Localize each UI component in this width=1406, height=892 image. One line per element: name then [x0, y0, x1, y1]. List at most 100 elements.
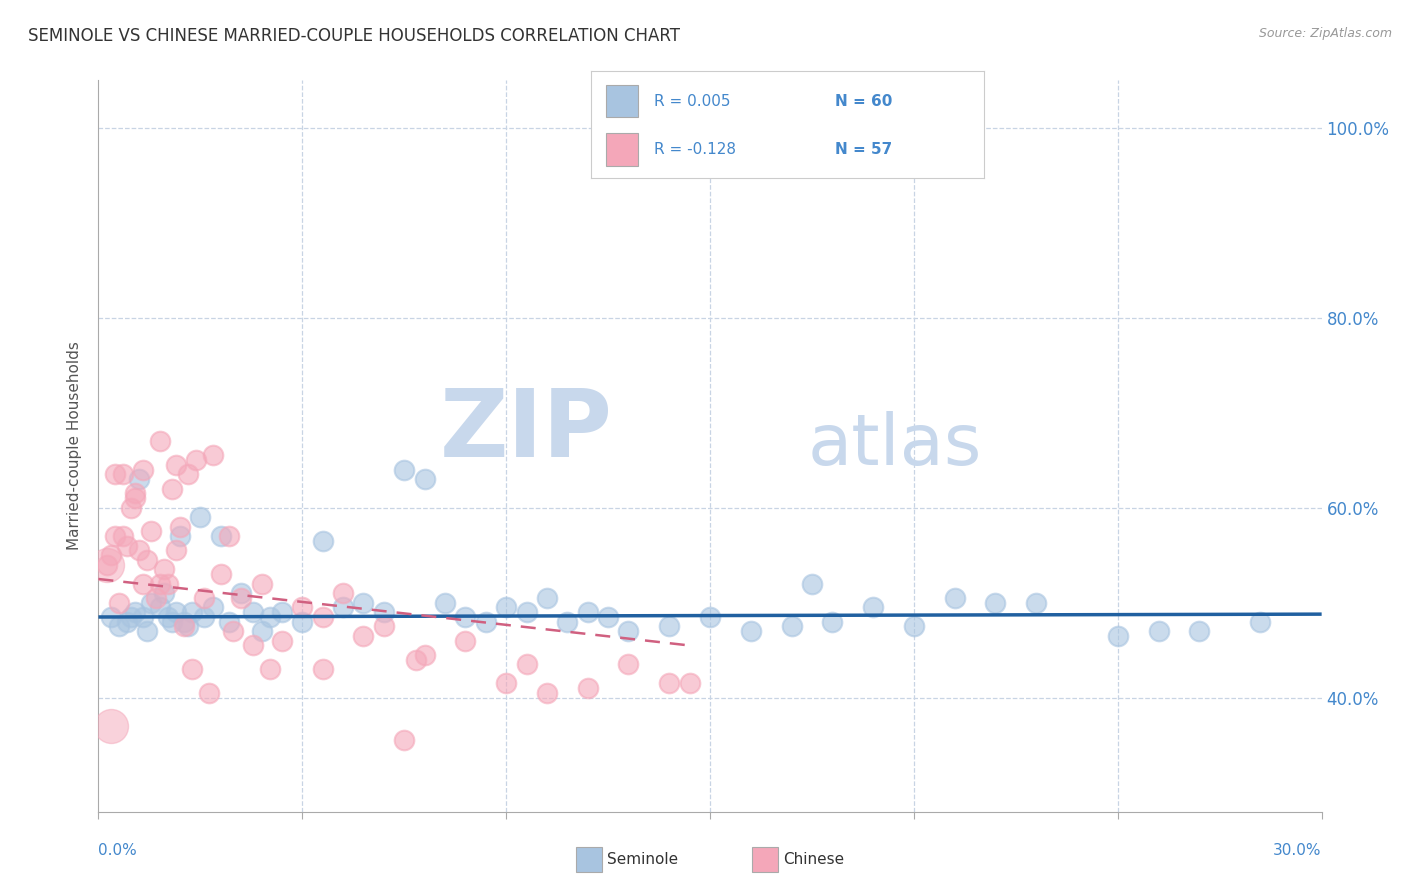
Point [679, 676, 702, 690]
Point [96, 558, 118, 572]
Point [557, 615, 579, 629]
Point [405, 653, 427, 667]
Point [108, 596, 131, 610]
Point [218, 615, 240, 629]
Point [169, 529, 191, 543]
Text: R = 0.005: R = 0.005 [654, 94, 730, 109]
Point [136, 553, 159, 567]
Point [209, 567, 232, 582]
Point [312, 662, 335, 676]
Point [141, 596, 163, 610]
Point [495, 676, 517, 690]
Point [291, 600, 314, 615]
Point [1188, 624, 1211, 639]
Point [128, 543, 150, 558]
Point [132, 463, 155, 477]
Point [454, 633, 477, 648]
Point [100, 610, 122, 624]
Point [165, 543, 187, 558]
Point [413, 648, 436, 662]
Point [1107, 629, 1129, 643]
Point [352, 596, 374, 610]
Point [1249, 615, 1271, 629]
Point [124, 605, 146, 619]
Point [120, 610, 142, 624]
Point [152, 586, 174, 600]
Point [699, 610, 721, 624]
Text: N = 60: N = 60 [835, 94, 891, 109]
Point [740, 624, 762, 639]
Point [312, 610, 335, 624]
Point [169, 520, 191, 534]
Point [392, 463, 416, 477]
Text: N = 57: N = 57 [835, 142, 891, 157]
Point [373, 605, 395, 619]
Point [392, 733, 416, 747]
Text: 0.0%: 0.0% [98, 843, 138, 858]
Point [197, 686, 219, 700]
Point [536, 686, 558, 700]
Point [145, 591, 167, 605]
Point [780, 619, 803, 633]
Text: Source: ZipAtlas.com: Source: ZipAtlas.com [1258, 27, 1392, 40]
Point [801, 576, 824, 591]
Text: ZIP: ZIP [439, 385, 612, 477]
Point [177, 619, 200, 633]
Point [209, 529, 232, 543]
Point [218, 529, 240, 543]
Point [943, 591, 966, 605]
Point [454, 610, 477, 624]
Point [1147, 624, 1170, 639]
Text: atlas: atlas [808, 411, 983, 481]
Point [242, 605, 264, 619]
Point [124, 491, 146, 506]
Bar [606, 134, 638, 166]
Point [352, 629, 374, 643]
Point [259, 662, 281, 676]
Point [132, 576, 155, 591]
Point [617, 624, 640, 639]
Point [658, 676, 681, 690]
Point [181, 605, 204, 619]
Point [270, 605, 294, 619]
Point [596, 610, 619, 624]
Text: R = -0.128: R = -0.128 [654, 142, 735, 157]
Point [100, 719, 122, 733]
Point [821, 615, 844, 629]
Point [96, 558, 118, 572]
Point [193, 610, 215, 624]
Point [115, 615, 138, 629]
Point [576, 605, 599, 619]
Point [984, 596, 1007, 610]
Point [270, 633, 294, 648]
Point [104, 529, 127, 543]
Point [111, 529, 134, 543]
Point [433, 596, 456, 610]
Point [149, 434, 172, 449]
Point [136, 624, 159, 639]
Point [250, 624, 273, 639]
Point [312, 533, 335, 548]
Point [128, 472, 150, 486]
Point [201, 600, 224, 615]
Point [903, 619, 925, 633]
Point [108, 619, 131, 633]
Point [149, 600, 172, 615]
Point [111, 467, 134, 482]
Point [173, 619, 195, 633]
Point [152, 562, 174, 576]
Point [201, 449, 224, 463]
Point [242, 639, 264, 653]
Point [132, 610, 155, 624]
Point [149, 576, 172, 591]
Point [115, 539, 138, 553]
Point [862, 600, 884, 615]
Point [156, 610, 179, 624]
Point [250, 576, 273, 591]
Point [173, 615, 195, 629]
Point [1025, 596, 1047, 610]
Text: 30.0%: 30.0% [1274, 843, 1322, 858]
Point [156, 576, 179, 591]
Point [181, 662, 204, 676]
Point [165, 605, 187, 619]
